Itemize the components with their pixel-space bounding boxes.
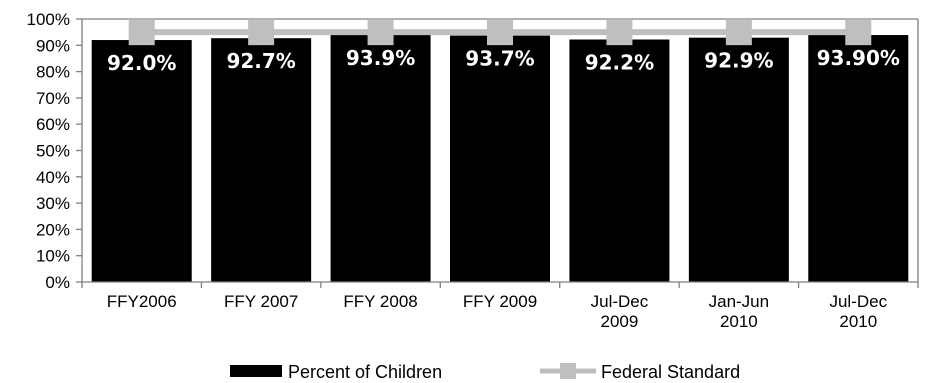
x-tick-label: FFY 2007 xyxy=(224,292,298,311)
bar-data-label: 92.2% xyxy=(585,51,654,75)
federal-standard-series xyxy=(128,19,872,46)
x-tick-label: FFY 2008 xyxy=(343,292,417,311)
y-tick-label: 50% xyxy=(36,142,70,161)
y-tick-label: 10% xyxy=(36,247,70,266)
x-tick-label: Jul-Dec 2010 xyxy=(829,292,887,331)
federal-standard-marker xyxy=(725,19,752,46)
legend-label-percent-of-children: Percent of Children xyxy=(288,362,442,382)
y-axis: 0% 10% 20% 30% 40% 50% 60% 70% 80% 90% 100% xyxy=(27,10,83,292)
bar xyxy=(91,40,192,282)
legend-swatch-percent-of-children xyxy=(230,365,282,377)
federal-standard-marker xyxy=(248,19,275,46)
y-tick-label: 100% xyxy=(27,10,70,29)
x-tick-label: FFY2006 xyxy=(107,292,177,311)
legend: Percent of Children Federal Standard xyxy=(230,362,740,382)
y-tick-label: 20% xyxy=(36,220,70,239)
bar-data-label: 93.7% xyxy=(465,47,534,71)
y-tick-label: 70% xyxy=(36,89,70,108)
bar xyxy=(808,35,909,282)
bar-data-label: 92.9% xyxy=(704,49,773,73)
bar xyxy=(569,39,670,282)
x-axis: FFY2006 FFY 2007 FFY 2008 FFY 2009 Jul-Dec 20… xyxy=(81,281,919,331)
plot-area xyxy=(82,18,919,282)
bar-data-label: 92.7% xyxy=(226,49,295,73)
y-tick-label: 80% xyxy=(36,63,70,82)
bar-data-label: 93.9% xyxy=(346,46,415,70)
bar xyxy=(330,35,431,282)
x-tick-label: Jul-Dec 2009 xyxy=(591,292,649,331)
y-tick-label: 90% xyxy=(36,36,70,55)
bar-data-labels: 92.0% 92.7% 93.9% 93.7% 92.2% 92.9% 93.90% xyxy=(107,46,900,75)
federal-standard-marker xyxy=(606,19,633,46)
bar xyxy=(450,35,550,282)
bar xyxy=(688,37,789,282)
bar-data-label: 92.0% xyxy=(107,51,176,75)
bar xyxy=(211,38,312,282)
federal-standard-marker xyxy=(845,19,872,46)
legend-marker-federal-standard xyxy=(560,363,576,379)
x-tick-label: Jan-Jun 2010 xyxy=(709,292,769,331)
y-tick-label: 0% xyxy=(45,273,70,292)
y-tick-label: 30% xyxy=(36,194,70,213)
y-tick-label: 40% xyxy=(36,168,70,187)
bar-series xyxy=(91,35,909,282)
x-tick-label: FFY 2009 xyxy=(463,292,537,311)
legend-label-federal-standard: Federal Standard xyxy=(601,362,740,382)
federal-standard-marker xyxy=(128,19,155,46)
y-tick-label: 60% xyxy=(36,115,70,134)
federal-standard-marker xyxy=(487,19,513,46)
bar-data-label: 93.90% xyxy=(817,46,900,70)
federal-standard-marker xyxy=(367,19,394,46)
